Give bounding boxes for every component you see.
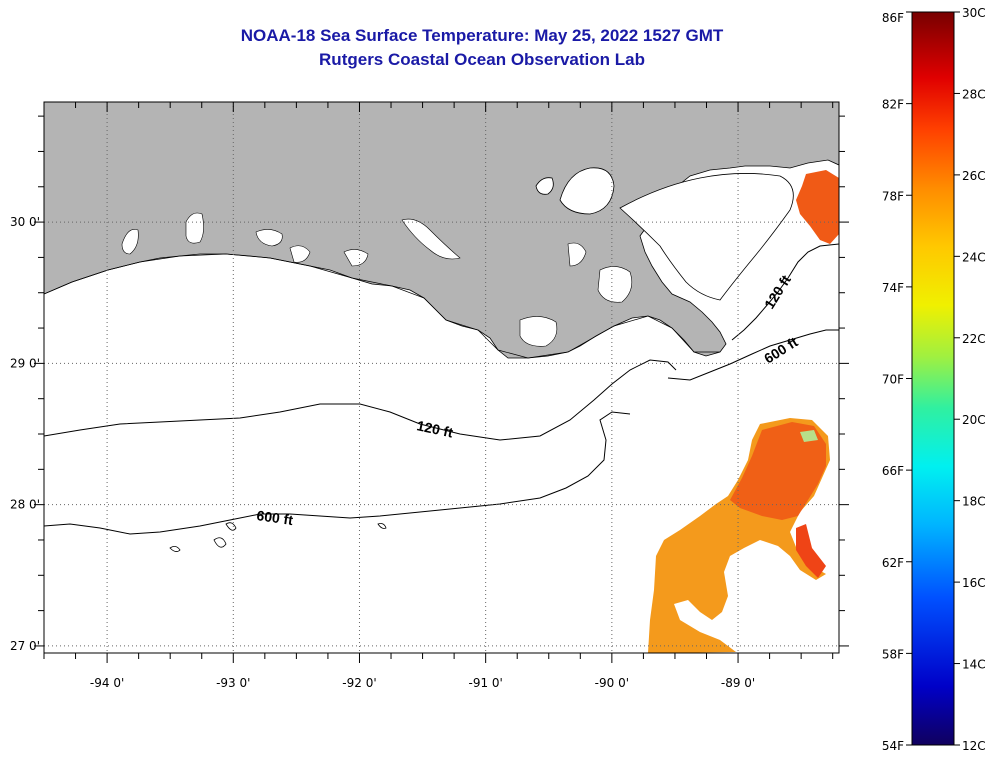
sst-patch-green-spot (800, 430, 818, 442)
map-title: NOAA-18 Sea Surface Temperature: May 25,… (240, 26, 724, 45)
lake-maurepas (535, 177, 554, 195)
colorbar-label-celsius: 16C (962, 576, 986, 590)
contour-label-120ft-west: 120 ft (415, 417, 454, 440)
white-lake (255, 229, 283, 247)
colorbar-label-fahrenheit: 62F (882, 556, 904, 570)
mississippi-sound (619, 173, 794, 301)
contour-small-loops (169, 522, 387, 552)
sst-patch-southeast-hot (796, 524, 826, 578)
colorbar-label-fahrenheit: 58F (882, 647, 904, 661)
colorbar-label-fahrenheit: 82F (882, 98, 904, 112)
colorbar-label-fahrenheit: 70F (882, 373, 904, 387)
colorbar-label-fahrenheit: 74F (882, 281, 904, 295)
longitude-labels: -94 0' -93 0' -92 0' -91 0' -90 0' -89 0' (90, 676, 755, 690)
colorbar-ticks: 86F 82F 78F 74F 70F 66F 62F 58F 54F 30C 28C 26C 24C 2… (882, 6, 986, 753)
map-subtitle: Rutgers Coastal Ocean Observation Lab (319, 50, 645, 69)
longitude-label: -91 0' (468, 676, 502, 690)
barataria-bay (597, 266, 633, 303)
contour-label-600ft-west: 600 ft (256, 507, 295, 528)
colorbar-label-celsius: 12C (962, 739, 986, 753)
lake-calcasieu (185, 212, 204, 244)
sst-patch-northeast (796, 170, 839, 244)
map-ticks (34, 102, 849, 663)
longitude-label: -90 0' (595, 676, 629, 690)
colorbar-label-celsius: 18C (962, 495, 986, 509)
map-frame (43, 101, 840, 654)
colorbar-label-celsius: 26C (962, 169, 986, 183)
colorbar-label-fahrenheit: 86F (882, 11, 904, 25)
grid-lines (44, 102, 839, 653)
colorbar-label-celsius: 30C (962, 6, 986, 20)
latitude-labels: 30 0' 29 0' 28 0' 27 0' (10, 215, 40, 653)
colorbar-label-celsius: 20C (962, 413, 986, 427)
latitude-label: 28 0' (10, 498, 40, 512)
colorbar (911, 11, 955, 746)
colorbar-label-celsius: 14C (962, 658, 986, 672)
latitude-label: 30 0' (10, 215, 40, 229)
contour-600ft-east (667, 329, 839, 381)
longitude-label: -94 0' (90, 676, 124, 690)
terrebonne-bay (519, 316, 558, 347)
colorbar-label-fahrenheit: 66F (882, 464, 904, 478)
longitude-label: -92 0' (342, 676, 376, 690)
lake-salvador (567, 242, 587, 267)
contour-120ft-east (731, 243, 839, 341)
latitude-label: 29 0' (10, 356, 40, 370)
colorbar-label-celsius: 28C (962, 87, 986, 101)
latitude-label: 27 0' (10, 639, 40, 653)
lake-pontchartrain (559, 167, 615, 215)
contour-120ft-west (44, 359, 677, 441)
grand-lake (289, 245, 311, 263)
longitude-label: -93 0' (216, 676, 250, 690)
atchafalaya-bay (343, 249, 369, 267)
longitude-label: -89 0' (721, 676, 755, 690)
sst-patch-south-warm (730, 422, 826, 520)
vermilion-bay (401, 218, 461, 260)
colorbar-label-fahrenheit: 54F (882, 739, 904, 753)
colorbar-label-celsius: 22C (962, 332, 986, 346)
coastline-detail (44, 253, 720, 359)
colorbar-label-fahrenheit: 78F (882, 189, 904, 203)
contour-600ft-west (44, 411, 631, 535)
sabine-lake (121, 229, 139, 255)
colorbar-label-celsius: 24C (962, 250, 986, 264)
